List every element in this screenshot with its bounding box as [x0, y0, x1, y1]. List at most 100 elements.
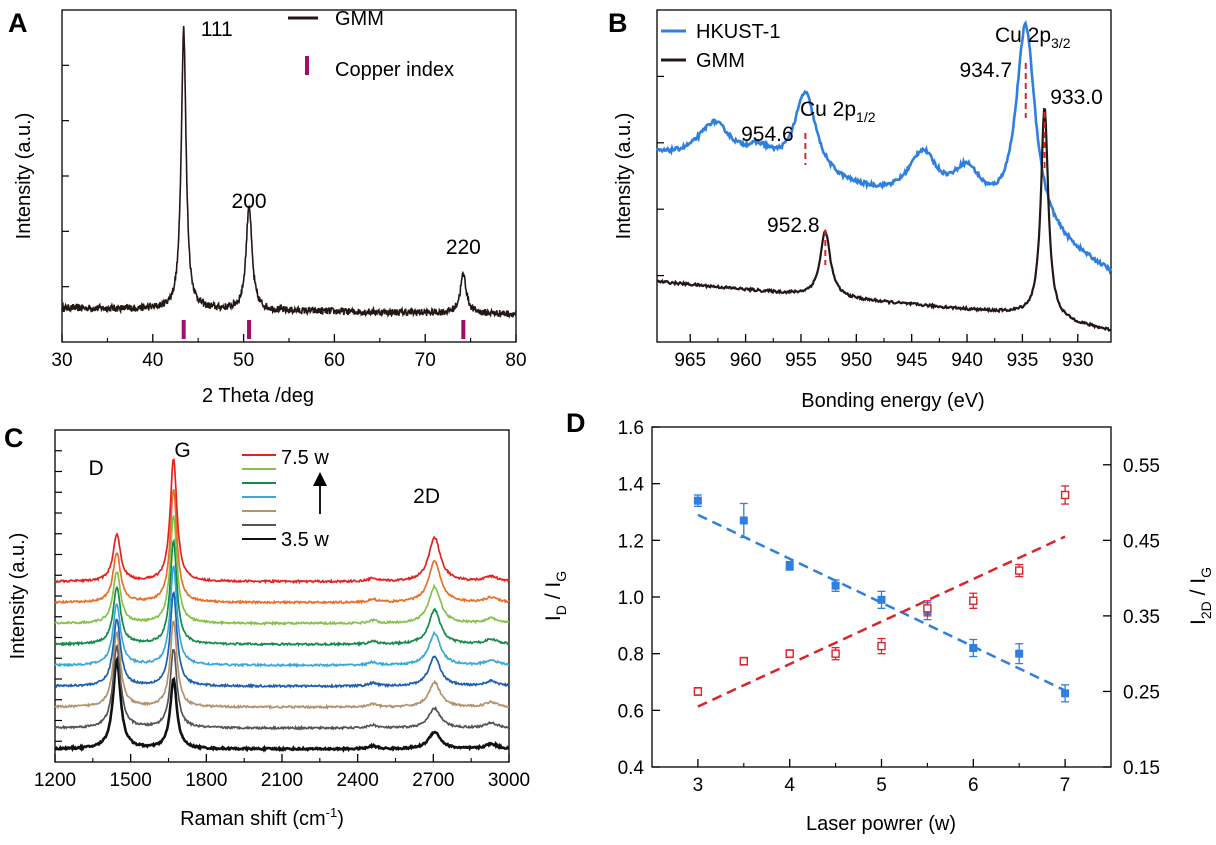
panel-d-x-ticks: 3 4 5 6 7	[693, 759, 1070, 796]
panel-d-xtick-label: 5	[876, 775, 887, 796]
panel-a-ylabel: Intensity (a.u.)	[13, 113, 35, 240]
panel-b-letter: B	[608, 8, 628, 38]
panel-d-right-y-ticks: 0.15 0.25 0.35 0.45 0.55	[1103, 456, 1160, 779]
panel-d-i2d-ig-point	[693, 687, 703, 696]
panel-d-xlabel: Laser powrer (w)	[806, 813, 956, 835]
panel-c-xtick-label: 2100	[261, 770, 303, 791]
panel-b-xtick-label: 945	[896, 350, 928, 371]
panel-d-left-ytick-label: 0.6	[618, 701, 644, 722]
panel-b-peak-label: 934.7	[959, 59, 1012, 82]
panel-b-x-ticks: 965 960 955 950 945 940 935 930	[674, 334, 1094, 371]
panel-c: C 1200 1500 1800 2100 2400 2700 3000 D G 2D 7.5 …	[4, 423, 530, 830]
panel-b-cu-2p32-prefix: Cu 2p	[995, 24, 1051, 47]
panel-d-id-ig-point	[1015, 649, 1024, 658]
panel-c-spectrum-line	[54, 655, 510, 753]
panel-b-hkust-line	[655, 19, 1112, 276]
panel-b-legend-hkust: HKUST-1	[696, 21, 780, 43]
panel-d-right-ylabel: I2D / IG	[1187, 567, 1214, 625]
panel-c-xtick-label: 1500	[110, 770, 152, 791]
panel-a-peak-label: 111	[201, 18, 233, 41]
panel-c-peak-label: G	[174, 439, 190, 462]
panel-d-right-ytick-label: 0.35	[1123, 607, 1160, 628]
panel-d-id-ig-point	[831, 581, 840, 590]
panel-b-xtick-label: 930	[1062, 350, 1094, 371]
panel-d-left-ylabel-i1: I	[542, 615, 565, 621]
panel-d-i2d-ig-point	[1015, 566, 1024, 575]
panel-a-xtick-label: 80	[505, 350, 526, 371]
panel-d-right-ytick-label: 0.55	[1123, 456, 1160, 477]
panel-b-ylabel: Intensity (a.u.)	[613, 113, 635, 240]
panel-d-i2d-ig-point	[739, 657, 748, 666]
panel-d-i2d-ig-point	[877, 641, 886, 651]
panel-b-peak-label: 933.0	[1050, 86, 1103, 109]
panel-c-legend-top: 7.5 w	[281, 447, 329, 469]
panel-d-left-ytick-label: 1.0	[618, 588, 644, 609]
panel-d-i2d-ig-point	[1060, 490, 1070, 500]
panel-d-id-ig-fit-line	[697, 513, 1066, 692]
panel-b-cu-2p12-sub: 1/2	[856, 109, 876, 125]
panel-d-left-ylabel: ID / IG	[542, 571, 569, 621]
panel-d-i2d-ig-point	[785, 649, 794, 658]
panel-a-y-ticks	[62, 64, 69, 288]
panel-a: A 30 40 50 60 70 80 111 200 220 GMM Copper inde…	[8, 8, 527, 407]
panel-b-xtick-label: 960	[730, 350, 762, 371]
panel-c-spectrum-line	[54, 457, 510, 585]
panel-a-xtick-label: 30	[51, 350, 72, 371]
panel-d-left-ylabel-sep: / I	[542, 582, 565, 605]
panel-d-left-ylabel-sub2: G	[553, 571, 569, 582]
panel-a-xlabel: 2 Theta /deg	[202, 385, 314, 407]
panel-d-left-ytick-label: 1.6	[618, 418, 644, 439]
panel-c-xlabel-end: )	[337, 808, 344, 830]
panel-b-peak-label: 954.6	[741, 123, 794, 146]
panel-b-cu-2p12-label: Cu 2p1/2	[800, 98, 876, 125]
panel-a-gmm-line	[61, 25, 517, 319]
panel-d-i2d-ig-point	[831, 649, 840, 658]
panel-b-y-ticks	[657, 75, 664, 277]
panel-c-spectrum-line	[54, 643, 510, 731]
panel-b-xtick-label: 940	[951, 350, 983, 371]
panel-d-xtick-label: 6	[968, 775, 979, 796]
panel-c-xtick-label: 2700	[412, 770, 454, 791]
panel-d-left-ylabel-sub1: D	[553, 605, 569, 615]
panel-d-right-ytick-label: 0.45	[1123, 531, 1160, 552]
panel-a-peak-labels: 111 200 220	[201, 18, 481, 259]
panel-d-right-ylabel-sep: / I	[1187, 578, 1210, 601]
panel-c-spectrum-line	[54, 590, 510, 689]
panel-c-legend-bottom: 3.5 w	[281, 529, 329, 551]
panel-b-gmm-line	[657, 107, 1111, 332]
panel-c-xtick-label: 1200	[34, 770, 76, 791]
panel-d-left-ytick-label: 0.4	[618, 758, 645, 779]
panel-d-i2d-ig-points	[693, 485, 1070, 696]
panel-c-spectrum-line	[54, 488, 510, 605]
panel-a-legend-gmm: GMM	[335, 8, 384, 30]
panel-a-legend-copper: Copper index	[335, 59, 454, 81]
panel-a-peak-label: 220	[446, 236, 481, 259]
panel-c-spectrum-line	[54, 620, 510, 710]
panel-b-peak-labels: 954.6 952.8 934.7 933.0	[741, 59, 1103, 265]
panel-d-letter: D	[566, 408, 586, 438]
panel-d-id-ig-point	[693, 496, 702, 505]
panel-a-copper-index-marks	[181, 320, 466, 339]
panel-a-peak-label: 200	[232, 190, 267, 213]
panel-d-left-ytick-label: 1.4	[618, 475, 645, 496]
panel-d-id-ig-point	[877, 595, 886, 604]
panel-d-right-ylabel-sub1: 2D	[1198, 601, 1214, 619]
panel-b-cu-2p12-prefix: Cu 2p	[800, 98, 856, 121]
panel-b-cu-2p32-label: Cu 2p3/2	[995, 24, 1071, 51]
panel-d-xtick-label: 3	[693, 775, 704, 796]
panel-d-id-ig-point	[969, 644, 978, 652]
panel-b-legend-gmm: GMM	[696, 50, 745, 72]
panel-c-xtick-label: 2400	[337, 770, 379, 791]
panel-b-cu-2p32-sub: 3/2	[1051, 35, 1071, 51]
panel-c-x-ticks: 1200 1500 1800 2100 2400 2700 3000	[34, 754, 530, 791]
panel-c-spectra	[54, 457, 510, 753]
panel-d-right-ytick-label: 0.25	[1123, 682, 1160, 703]
panel-c-xlabel-text: Raman shift (cm	[180, 808, 326, 830]
panel-d-id-ig-points	[693, 494, 1070, 703]
panel-d-xtick-label: 4	[784, 775, 795, 796]
panel-d-right-ylabel-sub2: G	[1198, 567, 1214, 578]
panel-a-xtick-label: 40	[142, 350, 163, 371]
panel-c-xtick-label: 1800	[185, 770, 227, 791]
